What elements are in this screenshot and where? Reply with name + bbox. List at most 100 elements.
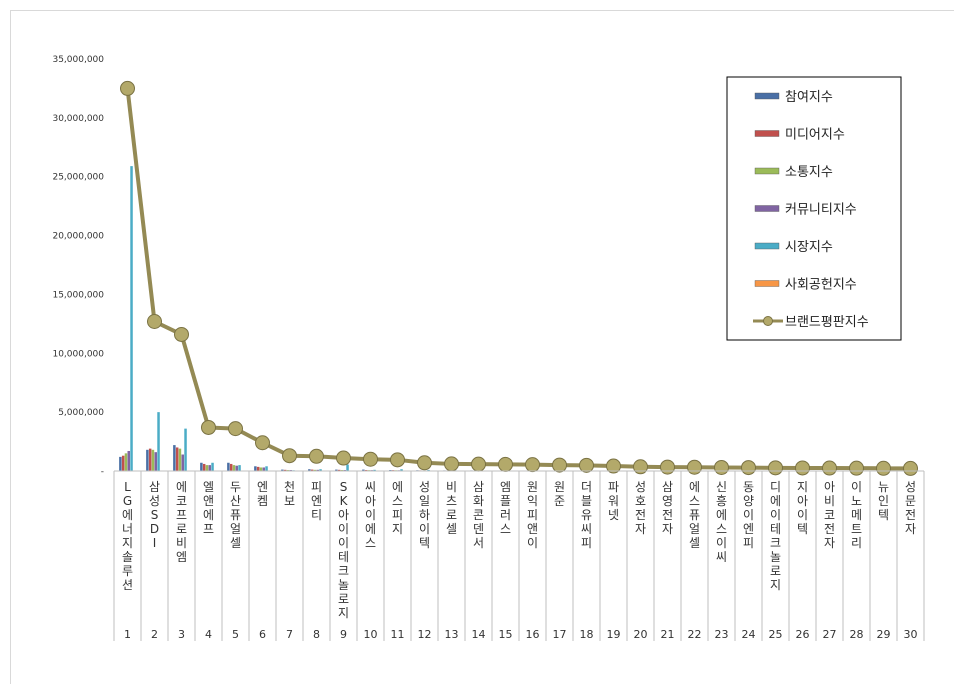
bar-소통지수 [205,465,209,471]
bar-참여지수 [146,449,149,471]
brand-index-point [363,451,378,467]
legend-swatch [754,205,780,212]
brand-index-point [552,457,567,473]
bar-참여지수 [227,462,230,471]
bar-미디어지수 [337,469,341,471]
brand-index-point [795,460,810,476]
brand-index-point [903,460,918,476]
x-rank-label: 18 [580,628,594,641]
brand-index-point [255,435,270,451]
bar-미디어지수 [148,448,152,471]
bar-커뮤니티지수 [262,467,265,471]
bar-참여지수 [281,469,284,471]
brand-index-point [471,456,486,472]
bar-커뮤니티지수 [208,465,211,471]
legend-label: 시장지수 [785,240,833,255]
y-tick-label: 5,000,000 [58,408,104,418]
x-rank-label: 12 [418,628,432,641]
bar-커뮤니티지수 [127,450,130,471]
x-rank-label: 11 [391,628,405,641]
brand-index-point [768,460,783,476]
legend-label: 브랜드평판지수 [785,315,869,330]
x-rank-label: 8 [313,628,320,641]
legend-swatch [754,242,780,250]
bar-시장지수 [157,412,160,471]
bar-소통지수 [232,465,236,471]
brand-index-point [525,457,540,473]
x-rank-label: 24 [742,628,756,641]
legend-swatch [754,130,780,137]
x-rank-label: 21 [661,628,675,641]
brand-index-point [417,455,432,471]
brand-index-point [714,459,729,475]
bar-시장지수 [373,469,376,471]
bar-시장지수 [400,469,403,471]
x-rank-label: 6 [259,628,266,641]
x-rank-label: 22 [688,628,702,641]
y-tick-label: 20,000,000 [52,232,104,242]
brand-index-point [579,457,594,473]
x-rank-label: 28 [850,628,864,641]
bar-참여지수 [200,462,203,471]
brand-index-point [282,448,297,464]
legend-label: 사회공헌지수 [785,278,857,293]
x-rank-label: 25 [769,628,783,641]
legend-label: 참여지수 [785,90,833,105]
brand-index-point [444,456,459,472]
y-tick-label: 25,000,000 [52,173,104,183]
x-rank-label: 2 [151,628,158,641]
x-rank-label: 29 [877,628,891,641]
brand-index-point [498,456,513,472]
x-rank-label: 9 [340,628,347,641]
y-tick-label: - [101,467,104,477]
x-rank-label: 10 [364,628,378,641]
bar-미디어지수 [121,455,125,471]
bar-미디어지수 [310,469,314,471]
bar-커뮤니티지수 [316,469,319,471]
legend-marker [763,316,773,326]
bar-참여지수 [254,466,257,471]
bar-미디어지수 [283,469,287,471]
bar-참여지수 [119,456,122,471]
brand-index-point [660,459,675,475]
legend-swatch [754,92,780,100]
x-rank-label: 7 [286,628,293,641]
legend-label: 커뮤니티지수 [785,203,857,218]
x-rank-label: 19 [607,628,621,641]
brand-index-point [606,458,621,474]
x-rank-label: 20 [634,628,648,641]
bar-시장지수 [130,166,133,471]
y-tick-label: 30,000,000 [52,114,104,124]
brand-index-point [876,460,891,476]
x-rank-label: 14 [472,628,486,641]
line-series-group [120,80,918,476]
x-rank-label: 27 [823,628,837,641]
bar-커뮤니티지수 [154,452,157,471]
y-tick-label: 35,000,000 [52,55,104,65]
legend-swatch [754,167,780,175]
x-rank-label: 4 [205,628,212,641]
brand-index-point [741,460,756,476]
x-rank-label: 16 [526,628,540,641]
bar-시장지수 [184,428,187,471]
y-axis: - 5,000,000 10,000,000 15,000,000 20,000,000… [52,55,104,477]
